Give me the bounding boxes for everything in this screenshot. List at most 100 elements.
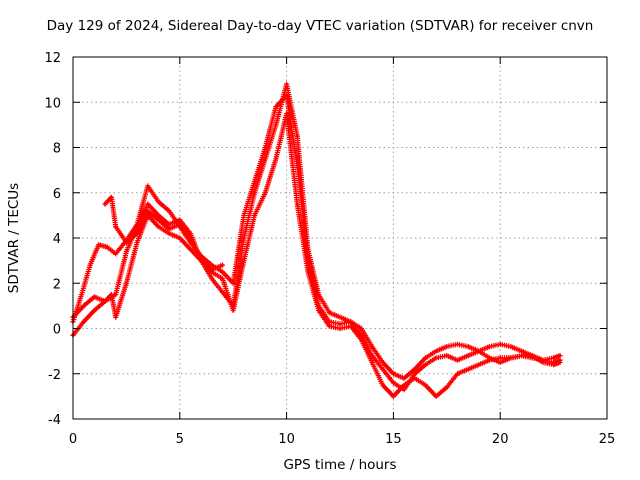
data-point [413,376,417,380]
data-point [498,361,502,364]
data-point [317,309,321,312]
data-point [125,241,128,244]
data-point [210,263,214,267]
y-tick-label: 6 [53,187,61,202]
data-point [114,225,118,229]
data-point [221,277,224,281]
data-point [274,157,278,161]
data-point [498,356,502,360]
data-point [82,304,86,308]
data-point [434,356,438,360]
data-point [157,218,160,222]
data-point [242,236,246,240]
data-point [189,247,192,251]
data-point [221,263,224,267]
data-point [359,338,363,342]
data-point [558,358,562,362]
x-tick-label: 15 [385,432,402,447]
data-point [146,202,150,206]
data-point [488,345,491,348]
x-axis-label: GPS time / hours [283,457,397,473]
data-point [488,358,491,362]
x-tick-label: 5 [176,432,184,447]
data-point [135,241,139,244]
data-point [221,290,224,294]
x-tick-label: 10 [278,432,295,447]
chart-title: Day 129 of 2024, Sidereal Day-to-day VTE… [46,18,594,34]
data-point [466,367,470,371]
data-point [178,218,182,222]
data-point [231,281,235,285]
data-point [146,184,150,188]
data-point [285,112,288,115]
data-point [466,354,470,358]
data-point [92,295,96,299]
data-point [125,281,128,285]
data-point [456,372,459,376]
data-point [520,349,523,353]
data-point [402,388,406,391]
data-point [381,383,385,387]
data-point [157,200,160,204]
data-point [253,180,256,183]
y-tick-label: 8 [53,142,61,157]
data-point [242,259,246,263]
data-point [402,376,406,380]
data-point [338,315,342,319]
data-point [349,320,353,324]
data-point [509,356,513,360]
data-point [295,134,299,138]
data-point [167,227,171,231]
data-point [445,345,449,348]
data-point [552,356,555,360]
data-point [381,367,385,371]
y-tick-label: 10 [44,96,61,111]
data-point [210,268,214,272]
data-point [295,164,299,168]
data-point [434,394,438,398]
data-point [381,361,385,364]
data-point [466,345,470,348]
data-point [103,202,107,206]
data-point [424,383,427,387]
data-point [97,243,101,247]
data-point [88,263,92,267]
data-point [349,324,353,328]
y-tick-label: 2 [53,277,61,292]
data-point [295,202,299,206]
data-point [456,358,459,362]
data-point [231,309,235,312]
data-point [80,293,83,296]
data-point [558,354,562,358]
y-tick-label: 4 [53,232,61,247]
data-point [110,293,113,296]
series-track-4 [102,194,226,273]
y-tick-label: -4 [48,413,61,428]
data-point [199,259,203,263]
data-point [402,383,406,387]
data-point [103,299,107,303]
data-point [327,311,331,315]
data-point [146,209,150,213]
data-point [338,327,342,330]
data-point [327,324,331,328]
x-tick-label: 0 [69,432,77,447]
x-tick-label: 20 [492,432,509,447]
data-point [445,354,449,358]
data-point [263,146,267,149]
data-point [477,349,481,353]
data-point [359,327,363,330]
grid [73,57,607,419]
data-point [413,372,417,376]
y-tick-label: -2 [48,368,61,383]
data-point [114,315,118,319]
data-series [70,81,563,399]
data-point [167,232,171,235]
data-point [157,225,160,229]
data-point [520,354,523,358]
data-point [392,394,395,398]
data-point [167,223,171,226]
data-point [392,372,395,376]
data-point [242,213,246,217]
